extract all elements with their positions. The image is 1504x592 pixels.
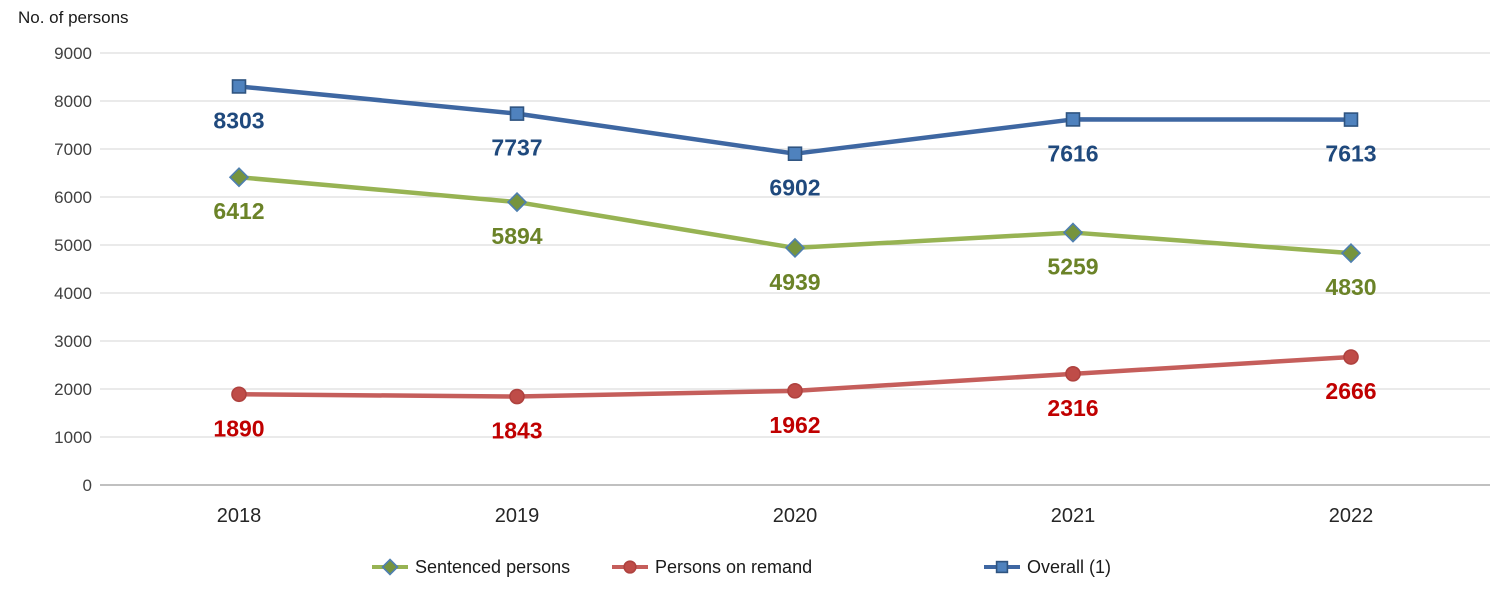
x-axis-label: 2021 (1051, 505, 1096, 527)
x-axis-label: 2019 (495, 505, 540, 527)
data-label: 4939 (769, 269, 820, 295)
y-tick-label: 8000 (54, 92, 92, 111)
legend-marker (995, 560, 1009, 574)
y-tick-label: 9000 (54, 44, 92, 63)
x-axis-label: 2020 (773, 505, 818, 527)
y-tick-label: 1000 (54, 428, 92, 447)
series-marker (1343, 112, 1359, 127)
x-axis-label: 2018 (217, 505, 262, 527)
y-tick-label: 4000 (54, 284, 92, 303)
legend-marker (381, 558, 399, 576)
data-label: 1843 (491, 418, 542, 444)
series-marker (509, 106, 525, 121)
y-tick-label: 7000 (54, 140, 92, 159)
series-marker (231, 386, 247, 403)
y-tick-label: 5000 (54, 236, 92, 255)
data-label: 7613 (1325, 141, 1376, 167)
series-marker (787, 383, 803, 399)
legend-label: Sentenced persons (415, 557, 570, 577)
data-label: 7737 (491, 135, 542, 161)
data-label: 1890 (213, 415, 264, 441)
data-label: 6412 (213, 198, 264, 224)
series-marker (509, 388, 525, 405)
data-label: 8303 (213, 107, 264, 133)
data-label: 6902 (769, 175, 820, 201)
legend-label: Overall (1) (1027, 557, 1111, 577)
series-marker (228, 167, 250, 188)
y-axis-title: No. of persons (18, 8, 129, 27)
y-tick-label: 6000 (54, 188, 92, 207)
series-marker (1343, 349, 1359, 365)
data-label: 7616 (1047, 140, 1098, 166)
y-tick-label: 3000 (54, 332, 92, 351)
data-label: 5894 (491, 223, 542, 249)
series-line (238, 84, 1352, 156)
data-label: 5259 (1047, 254, 1098, 280)
legend-label: Persons on remand (655, 557, 812, 577)
legend-marker (623, 560, 637, 574)
series-marker (787, 146, 803, 161)
data-label: 1962 (769, 412, 820, 438)
y-tick-label: 2000 (54, 380, 92, 399)
series-marker (1065, 112, 1081, 127)
series-marker (1065, 366, 1081, 382)
data-label: 4830 (1325, 274, 1376, 300)
series-marker (506, 191, 528, 213)
series-marker (1340, 243, 1362, 264)
series-marker (1062, 222, 1084, 243)
series-marker (784, 237, 806, 259)
data-label: 2316 (1047, 395, 1098, 421)
y-tick-label: 0 (83, 476, 92, 495)
data-label: 2666 (1325, 378, 1376, 404)
series-marker (231, 79, 247, 94)
x-axis-label: 2022 (1329, 505, 1374, 527)
